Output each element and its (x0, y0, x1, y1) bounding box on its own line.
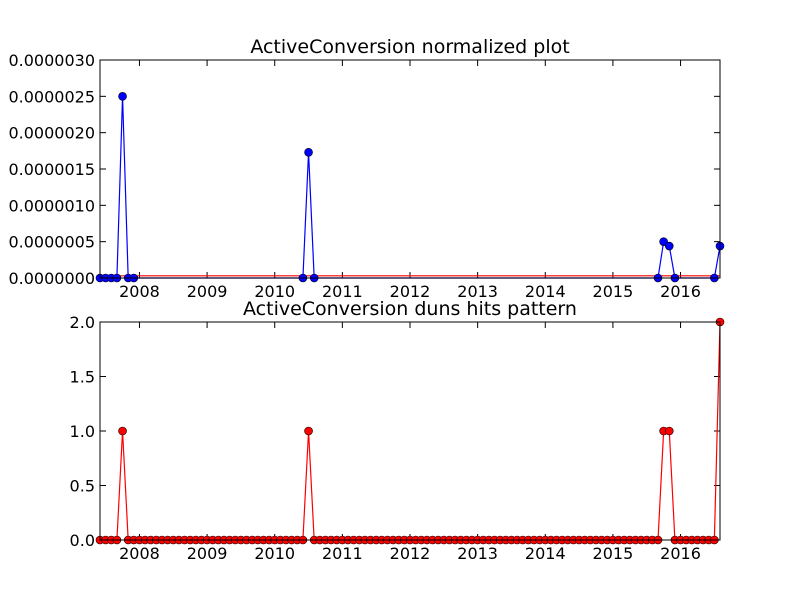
duns-hits-plot: ActiveConversion duns hits pattern 2008 2… (70, 298, 725, 563)
x-tick-label: 2010 (254, 282, 295, 301)
data-point (118, 426, 127, 436)
chart-title: ActiveConversion duns hits pattern (243, 298, 577, 320)
x-tick-label: 2015 (593, 544, 634, 563)
y-tick-label: 1.0 (70, 422, 95, 441)
y-tick-label: 0.5 (70, 477, 95, 496)
x-tick-label: 2008 (119, 282, 160, 301)
data-point (304, 426, 313, 436)
y-tick-label: 0.0000000 (8, 269, 95, 288)
x-tick-label: 2012 (390, 282, 431, 301)
normalized-plot: ActiveConversion normalized plot 2008 200… (8, 36, 725, 301)
chart-title: ActiveConversion normalized plot (250, 36, 569, 58)
plot-frame (99, 59, 721, 279)
y-tick-label: 1.5 (70, 368, 95, 387)
x-tick-label: 2011 (322, 544, 363, 563)
y-tick-label: 0.0000010 (8, 196, 95, 215)
x-tick-label: 2016 (660, 282, 701, 301)
data-point (659, 237, 668, 246)
plot-area (100, 322, 720, 540)
y-tick-label: 0.0000015 (8, 160, 95, 179)
x-tick-label: 2015 (593, 282, 634, 301)
data-point (664, 426, 674, 436)
x-tick-label: 2010 (254, 544, 295, 563)
x-axis-ticks: 2008 2009 2010 2011 2012 2013 2014 2015 2016 (119, 322, 701, 563)
y-axis-ticks: 0.0000000 0.0000005 0.0000010 0.0000015 0.00… (8, 51, 720, 288)
x-tick-label: 2009 (187, 544, 228, 563)
y-tick-label: 0.0000030 (8, 51, 95, 70)
plot-frame (99, 321, 721, 541)
plot-area (100, 60, 720, 278)
x-tick-label: 2012 (390, 544, 431, 563)
x-tick-label: 2013 (457, 544, 498, 563)
y-tick-label: 0.0 (70, 531, 95, 550)
y-tick-label: 0.0000020 (8, 124, 95, 143)
data-point (664, 241, 674, 251)
y-axis-ticks: 0.0 0.5 1.0 1.5 2.0 (70, 313, 720, 550)
x-tick-label: 2008 (119, 544, 160, 563)
x-axis-ticks: 2008 2009 2010 2011 2012 2013 2014 2015 2016 (119, 60, 701, 301)
x-tick-label: 2011 (322, 282, 363, 301)
x-tick-label: 2016 (660, 544, 701, 563)
x-tick-label: 2009 (187, 282, 228, 301)
series-markers (95, 317, 725, 545)
y-tick-label: 0.0000005 (8, 233, 95, 252)
y-tick-label: 0.0000025 (8, 87, 95, 106)
data-point (118, 92, 127, 101)
x-tick-label: 2014 (525, 282, 566, 301)
data-point (304, 147, 313, 157)
x-tick-label: 2013 (457, 282, 498, 301)
y-tick-label: 2.0 (70, 313, 95, 332)
x-tick-label: 2014 (525, 544, 566, 563)
